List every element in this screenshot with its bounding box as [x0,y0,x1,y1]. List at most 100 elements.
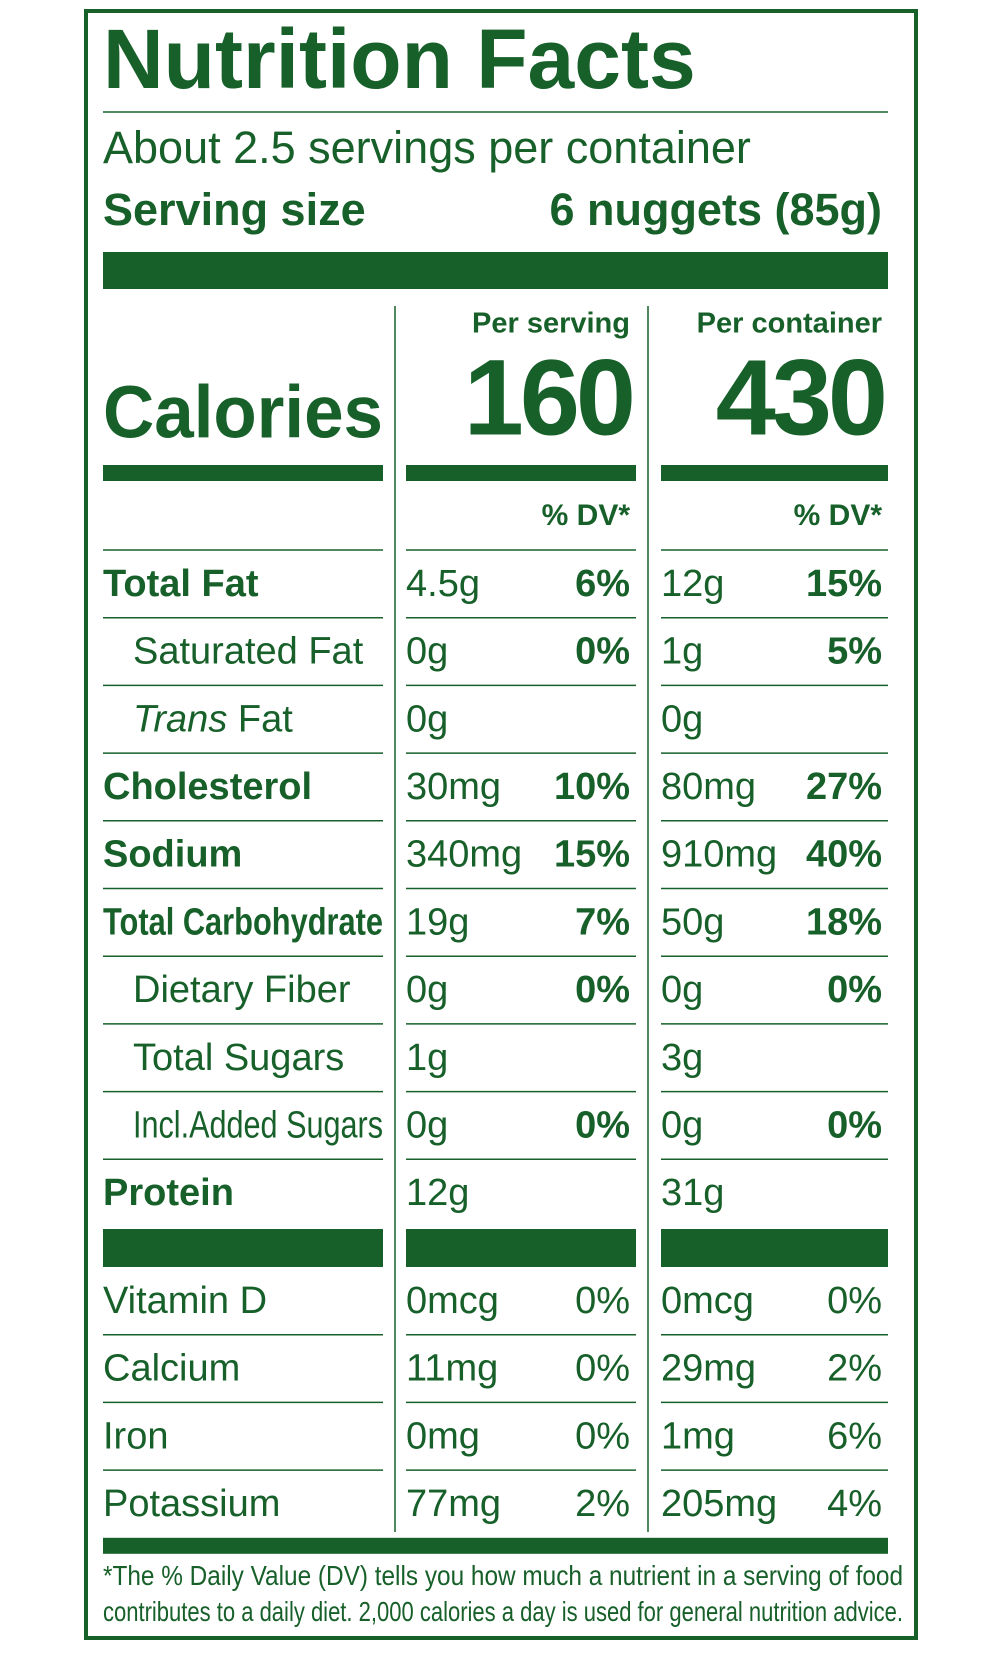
amount: 0g [661,698,703,740]
nutrient-name-text: Incl.Added Sugars [133,1104,383,1146]
amount: 1g [406,1037,448,1079]
calories-label: Calories [103,371,383,454]
daily-value: 2% [827,1348,882,1390]
daily-value: 6% [575,563,630,605]
nutrient-name-text: Sodium [103,834,242,876]
daily-value: 40% [806,834,882,876]
amount: 80mg [661,766,756,808]
amount: 12g [406,1172,469,1214]
dv-header: % DV* [794,499,883,532]
amount: 77mg [406,1483,501,1525]
daily-value: 5% [827,631,882,673]
thick-bar [103,1229,383,1267]
amount: 1mg [661,1415,735,1457]
nutrient-name: Saturated Fat [133,631,364,673]
amount: 19g [406,901,469,943]
nutrient-name: Incl.Added Sugars [133,1104,383,1146]
servings: About 2.5 servings per container [103,122,751,173]
title: Nutrition Facts [103,12,696,106]
daily-value: 0% [575,1348,630,1390]
nutrient-name-text: Potassium [103,1483,280,1525]
amount: 910mg [661,834,777,876]
daily-value: 2% [575,1483,630,1525]
amount: 0g [406,698,448,740]
nutrient-name: Total Fat [103,563,259,605]
daily-value: 0% [827,1280,882,1322]
nutrient-name-italic: Trans [133,698,227,740]
thick-rule [103,1537,888,1554]
nutrient-name-text: Vitamin D [103,1280,267,1322]
daily-value: 0% [575,969,630,1011]
footnote: *The % Daily Value (DV) tells you how mu… [103,1560,903,1591]
nutrient-name: Trans Fat [133,698,293,740]
amount: 29mg [661,1348,756,1390]
column-header: Per container [697,308,882,340]
dv-header: % DV* [542,499,631,532]
amount: 12g [661,563,724,605]
daily-value: 4% [827,1483,882,1525]
amount: 0g [406,969,448,1011]
amount: 0mg [406,1415,480,1457]
nutrient-name: Vitamin D [103,1280,267,1322]
daily-value: 18% [806,901,882,943]
amount: 0g [406,631,448,673]
daily-value: 0% [575,1280,630,1322]
amount: 3g [661,1037,703,1079]
amount: 31g [661,1172,724,1214]
nutrient-name: Potassium [103,1483,280,1525]
daily-value: 6% [827,1415,882,1457]
daily-value: 27% [806,766,882,808]
amount: 11mg [406,1348,498,1390]
daily-value: 15% [554,834,630,876]
nutrient-name: Protein [103,1172,234,1214]
calories-value: 430 [716,337,884,458]
nutrient-name: Sodium [103,834,242,876]
thick-rule [661,465,888,481]
daily-value: 0% [827,1104,882,1146]
thick-rule [103,465,383,481]
thick-rule [406,465,636,481]
amount: 0g [661,969,703,1011]
nutrient-name-text: Saturated Fat [133,631,364,673]
daily-value: 0% [575,1415,630,1457]
nutrient-name-text: Fat [227,698,293,740]
nutrient-name-text: Protein [103,1172,234,1214]
nutrient-name-text: Total Fat [103,563,259,605]
footnote: contributes to a daily diet. 2,000 calor… [103,1596,903,1627]
amount: 0g [406,1104,448,1146]
amount: 0mcg [661,1280,754,1322]
daily-value: 10% [554,766,630,808]
nutrient-name: Dietary Fiber [133,969,351,1011]
nutrient-name: Total Carbohydrate [103,901,383,943]
daily-value: 15% [806,563,882,605]
serving-size-value: 6 nuggets (85g) [549,184,882,235]
amount: 340mg [406,834,522,876]
amount: 1g [661,631,703,673]
nutrient-name-text: Dietary Fiber [133,969,351,1011]
serving-size-label: Serving size [103,184,366,235]
nutrient-name-text: Iron [103,1415,168,1457]
amount: 0g [661,1104,703,1146]
nutrient-name: Iron [103,1415,168,1457]
daily-value: 0% [827,969,882,1011]
border [84,9,918,1640]
amount: 4.5g [406,563,480,605]
amount: 205mg [661,1483,777,1525]
calories-value: 160 [464,337,632,458]
amount: 0mcg [406,1280,499,1322]
nutrient-name-text: Cholesterol [103,766,312,808]
nutrient-name-text: Total Carbohydrate [103,901,383,943]
thick-bar [103,252,888,289]
daily-value: 0% [575,631,630,673]
nutrient-name-text: Total Sugars [133,1037,344,1079]
amount: 30mg [406,766,501,808]
daily-value: 0% [575,1104,630,1146]
nutrient-name: Total Sugars [133,1037,344,1079]
amount: 50g [661,901,724,943]
thick-bar [661,1229,888,1267]
column-header: Per serving [472,308,630,340]
daily-value: 7% [575,901,630,943]
thick-bar [406,1229,636,1267]
